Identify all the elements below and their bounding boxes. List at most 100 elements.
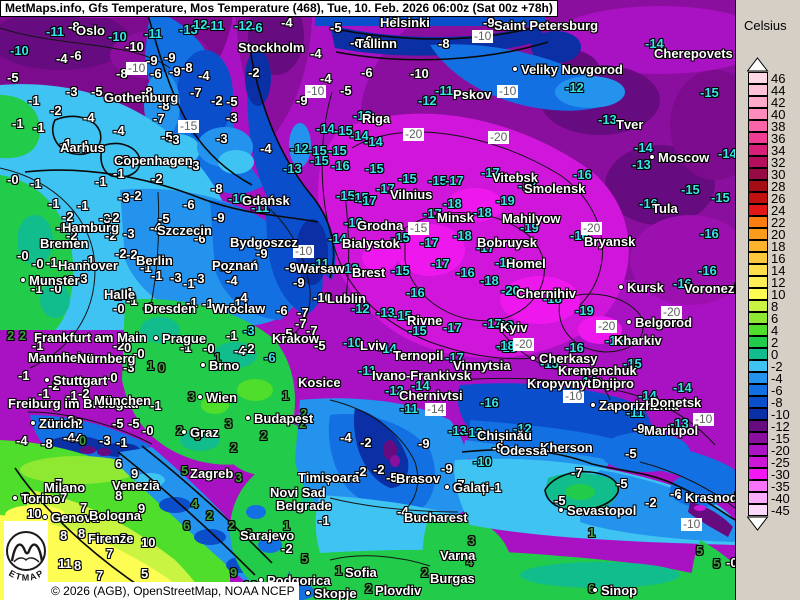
temperature-value: -18: [473, 205, 492, 220]
temperature-value: -11: [206, 18, 225, 33]
temperature-value: -19: [495, 318, 514, 333]
legend-value-label: 18: [771, 238, 786, 254]
temperature-value: -15: [391, 263, 410, 278]
temperature-value: -5: [281, 326, 293, 341]
temperature-value: -14: [350, 128, 369, 143]
city-label: Homel: [506, 256, 546, 271]
temperature-value: -15: [334, 123, 353, 138]
legend-value-label: 44: [771, 82, 786, 98]
city-label: Milano: [44, 480, 86, 495]
temperature-field-image: [0, 0, 735, 600]
temperature-value: -18: [543, 291, 562, 306]
temperature-value: 6: [22, 490, 30, 505]
temperature-value: -15: [623, 356, 642, 371]
temperature-value: -14: [378, 341, 397, 356]
temperature-value: -2: [118, 153, 130, 168]
temperature-map[interactable]: -10 -11 -8 -10 -10 -11 -13 12 -11 -12 -6 -4 -6 -5 -8 -9…: [0, 0, 750, 600]
temperature-value: 1: [282, 388, 290, 403]
temperature-value: -11: [251, 200, 270, 215]
temperature-value: -4: [310, 46, 322, 61]
temperature-value: -16: [605, 333, 624, 348]
temperature-value: -3: [76, 271, 88, 286]
city-label: Dresden: [144, 301, 197, 316]
metmaps-logo[interactable]: METMAPS: [0, 513, 48, 600]
temperature-value: -3: [188, 158, 200, 173]
legend-color-swatch: [748, 287, 768, 300]
legend-entry: 16: [748, 251, 790, 265]
city-label: Vilnius: [390, 187, 433, 202]
temperature-value: 3: [188, 389, 196, 404]
legend-color-swatch: [748, 323, 768, 336]
temperature-value: 2: [300, 406, 308, 421]
temperature-value: -18: [498, 340, 517, 355]
legend-color-swatch: [748, 95, 768, 108]
city-label: Smolensk: [524, 181, 586, 196]
metmaps-logo-icon: METMAPS: [0, 513, 48, 600]
temperature-value: -13: [376, 305, 395, 320]
city-label: Poznań: [212, 258, 259, 273]
temperature-value: -1: [140, 260, 152, 275]
city-label: Bucharest: [404, 510, 468, 525]
legend-scale: 46 44 42 40 38 36 34 32 30 28 26 24 22 20 18 16 14 12 10 8 6…: [747, 57, 790, 531]
temperature-value: -11: [358, 363, 377, 378]
city-label: Kharkiv: [614, 333, 662, 348]
city-marker-icon: [200, 362, 206, 368]
temperature-value: -12: [234, 18, 253, 33]
temperature-value: -8: [41, 436, 53, 451]
temperature-value: -16: [331, 158, 350, 173]
legend-entry: 46: [748, 71, 790, 85]
temperature-value: -0: [17, 248, 29, 263]
city-marker-icon: [649, 154, 655, 160]
city-label: Odessa: [500, 443, 547, 458]
temperature-value: 0: [194, 428, 202, 443]
temperature-value: -6: [150, 66, 162, 81]
temperature-value: -14: [578, 374, 597, 389]
temperature-value: 4: [466, 554, 474, 569]
legend-entry: -8: [748, 395, 790, 409]
temperature-value: -2: [71, 416, 83, 431]
temperature-value: -15: [365, 161, 384, 176]
temperature-value: -19: [520, 220, 539, 235]
legend-value-label: 6: [771, 310, 779, 326]
temperature-value: -8: [211, 181, 223, 196]
temperature-value: 9: [131, 466, 139, 481]
legend-value-label: 36: [771, 130, 786, 146]
temperature-value: 7: [60, 490, 68, 505]
temperature-value: -1: [318, 513, 330, 528]
temperature-value: -1: [151, 268, 163, 283]
city-label: Voronezh: [684, 281, 743, 296]
temperature-value: 2: [206, 508, 214, 523]
contour-label: -20: [661, 305, 683, 319]
temperature-value: -11: [626, 405, 645, 420]
city-label: Stuttgart: [44, 374, 107, 387]
temperature-value: -14: [411, 378, 430, 393]
temperature-value: -0: [203, 341, 215, 356]
temperature-value: -16: [480, 395, 499, 410]
legend-entry: 12: [748, 275, 790, 289]
temperature-value: -15: [391, 230, 410, 245]
legend-entry: -25: [748, 455, 790, 469]
temperature-value: -4: [113, 123, 125, 138]
city-label: Wien: [197, 391, 237, 404]
city-label: Nürnberg: [77, 351, 136, 366]
legend-color-swatch: [748, 131, 768, 144]
legend-panel: Celsius 46 44 42 40 38 36 34 32 30 28 26 24 22 20 18 16…: [735, 0, 800, 600]
legend-value-label: 22: [771, 214, 786, 230]
temperature-value: -4: [260, 141, 272, 156]
temperature-value: -12: [351, 301, 370, 316]
temperature-value: -1: [18, 368, 30, 383]
temperature-value: -17: [420, 235, 439, 250]
city-label: München: [94, 393, 152, 408]
temperature-value: -6: [220, 261, 232, 276]
legend-color-swatch: [748, 203, 768, 216]
temperature-value: -5: [91, 84, 103, 99]
legend-value-label: 14: [771, 262, 786, 278]
temperature-value: -14: [673, 380, 692, 395]
temperature-value: -1: [66, 388, 78, 403]
city-label: Lublin: [327, 291, 366, 306]
temperature-value: -9: [169, 64, 181, 79]
temperature-value: 8: [120, 531, 128, 546]
legend-entry: 0: [748, 347, 790, 361]
legend-value-label: 42: [771, 94, 786, 110]
legend-value-label: 28: [771, 178, 786, 194]
